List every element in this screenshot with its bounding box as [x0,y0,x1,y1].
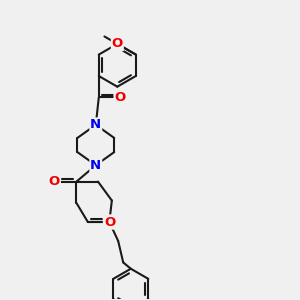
Text: O: O [104,215,116,229]
Text: N: N [104,215,115,229]
Text: O: O [112,38,123,50]
Text: O: O [49,175,60,188]
Text: N: N [90,118,101,131]
Text: O: O [114,91,126,104]
Text: N: N [90,159,101,172]
